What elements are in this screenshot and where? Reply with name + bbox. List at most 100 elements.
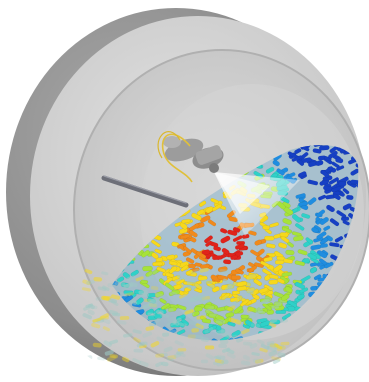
particle (199, 263, 210, 269)
faded-particle (280, 319, 288, 323)
particle (338, 326, 350, 333)
faded-particle (248, 272, 257, 279)
particle (357, 280, 359, 288)
faded-particle (269, 318, 278, 324)
particle (334, 235, 344, 243)
faded-particle (246, 306, 255, 313)
faded-particle (205, 353, 215, 360)
faded-particle (173, 317, 182, 324)
particle (331, 186, 342, 193)
particle (283, 258, 293, 264)
particle (280, 235, 290, 244)
particle (193, 282, 202, 290)
faded-particle (147, 312, 156, 317)
faded-particle (264, 296, 272, 302)
faded-particle (221, 359, 229, 365)
faded-particle (166, 357, 174, 362)
faded-particle (268, 350, 278, 357)
particle (196, 209, 205, 216)
faded-particle (182, 309, 193, 316)
particle (293, 235, 304, 242)
faded-particle (177, 322, 188, 327)
particle (233, 305, 243, 315)
particle (188, 230, 198, 238)
particle (344, 337, 354, 341)
faded-particle (82, 279, 91, 286)
faded-particle (168, 328, 177, 334)
particle (204, 235, 213, 244)
particle (315, 159, 324, 167)
faded-particle (109, 309, 118, 316)
particle (332, 334, 341, 341)
particle (323, 156, 332, 162)
faded-particle (206, 297, 217, 303)
particle (193, 306, 203, 312)
faded-particle (104, 350, 114, 356)
faded-particle (246, 278, 254, 283)
faded-particle (201, 309, 211, 315)
faded-particle (136, 342, 145, 348)
faded-particle (215, 286, 225, 291)
particle (281, 271, 293, 277)
faded-particle (155, 361, 163, 368)
faded-particle (205, 306, 214, 312)
particle (269, 222, 279, 228)
faded-particle (149, 298, 158, 303)
faded-particle (142, 303, 152, 310)
faded-particle (228, 317, 237, 323)
faded-particle (247, 286, 256, 293)
particle (248, 265, 257, 273)
particle (336, 210, 347, 219)
particle (306, 342, 314, 349)
faded-particle (269, 284, 277, 290)
faded-particle (147, 302, 157, 308)
faded-particle (123, 333, 133, 338)
particle (201, 249, 211, 256)
faded-particle (84, 355, 93, 361)
particle (163, 277, 173, 286)
faded-particle (225, 286, 233, 292)
particle (326, 331, 338, 336)
faded-particle (218, 343, 227, 349)
faded-particle (216, 361, 225, 367)
particle (236, 280, 248, 287)
faded-particle (122, 356, 130, 363)
particle (210, 274, 221, 283)
particle (287, 300, 298, 308)
particle (307, 179, 319, 186)
particle (117, 276, 125, 283)
particle (205, 240, 213, 247)
particle (342, 302, 352, 311)
particle (201, 318, 212, 324)
particle (265, 166, 275, 174)
faded-particle (214, 358, 225, 364)
faded-particle (280, 341, 290, 346)
particle (221, 247, 230, 255)
particle (250, 249, 260, 257)
particle (122, 272, 131, 279)
faded-particle (82, 313, 92, 320)
faded-particle (123, 283, 134, 289)
particle (205, 206, 214, 214)
faded-particle (273, 343, 283, 350)
particle (337, 181, 347, 187)
faded-particle (271, 356, 282, 361)
faded-particle (261, 300, 269, 305)
faded-particle (187, 284, 197, 291)
faded-particle (220, 339, 229, 345)
faded-particle (250, 323, 260, 328)
particle (294, 260, 306, 267)
faded-particle (173, 352, 182, 358)
faded-particle (149, 303, 157, 308)
faded-particle (145, 275, 155, 281)
particle (323, 185, 333, 191)
particle (338, 330, 348, 336)
faded-particle (219, 269, 230, 274)
faded-particle (241, 328, 250, 335)
faded-particle (185, 305, 193, 311)
faded-particle (84, 268, 93, 275)
faded-particle (101, 317, 111, 325)
particle (171, 289, 180, 295)
faded-particles (81, 267, 290, 368)
